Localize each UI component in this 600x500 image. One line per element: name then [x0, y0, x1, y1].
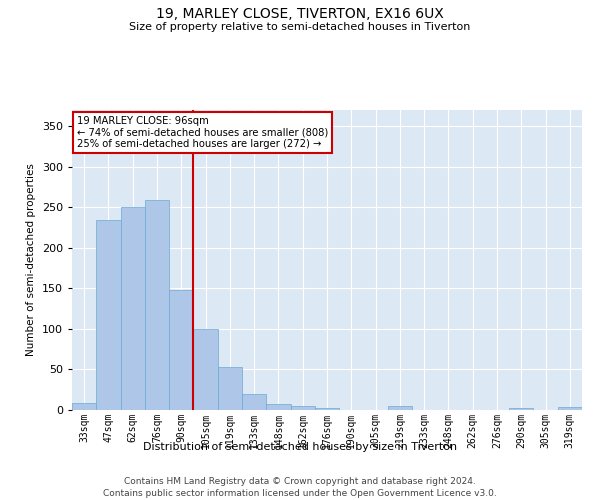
Bar	[509, 408, 533, 410]
Text: Distribution of semi-detached houses by size in Tiverton: Distribution of semi-detached houses by …	[143, 442, 457, 452]
Bar	[218, 367, 242, 410]
Text: Size of property relative to semi-detached houses in Tiverton: Size of property relative to semi-detach…	[130, 22, 470, 32]
Bar	[266, 404, 290, 410]
Bar	[558, 407, 582, 410]
Bar	[169, 290, 193, 410]
Bar	[290, 406, 315, 410]
Bar	[145, 200, 169, 410]
Text: Contains public sector information licensed under the Open Government Licence v3: Contains public sector information licen…	[103, 489, 497, 498]
Bar	[121, 208, 145, 410]
Bar	[72, 402, 96, 410]
Text: 19 MARLEY CLOSE: 96sqm
← 74% of semi-detached houses are smaller (808)
25% of se: 19 MARLEY CLOSE: 96sqm ← 74% of semi-det…	[77, 116, 328, 149]
Text: Contains HM Land Registry data © Crown copyright and database right 2024.: Contains HM Land Registry data © Crown c…	[124, 478, 476, 486]
Bar	[96, 220, 121, 410]
Text: 19, MARLEY CLOSE, TIVERTON, EX16 6UX: 19, MARLEY CLOSE, TIVERTON, EX16 6UX	[156, 8, 444, 22]
Bar	[193, 329, 218, 410]
Bar	[242, 394, 266, 410]
Bar	[315, 408, 339, 410]
Bar	[388, 406, 412, 410]
Y-axis label: Number of semi-detached properties: Number of semi-detached properties	[26, 164, 36, 356]
